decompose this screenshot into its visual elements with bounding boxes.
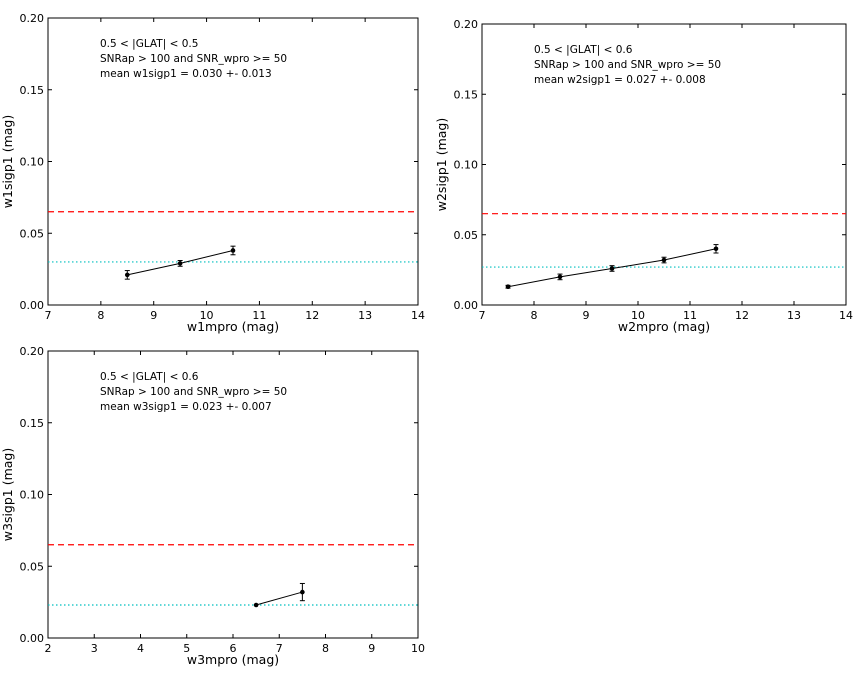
x-tick-label: 5 — [183, 642, 190, 655]
x-tick-label: 11 — [252, 309, 266, 322]
x-tick-label: 4 — [137, 642, 144, 655]
y-tick-label: 0.05 — [20, 560, 45, 573]
y-tick-label: 0.10 — [454, 159, 479, 172]
x-tick-label: 14 — [411, 309, 425, 322]
annotation-line: SNRap > 100 and SNR_wpro >= 50 — [534, 59, 721, 71]
x-tick-label: 10 — [411, 642, 425, 655]
annotation-line: 0.5 < |GLAT| < 0.6 — [100, 371, 199, 383]
annotation-line: mean w2sigp1 = 0.027 +- 0.008 — [534, 74, 706, 86]
y-tick-label: 0.15 — [454, 88, 479, 101]
y-tick-label: 0.20 — [20, 345, 45, 358]
x-tick-label: 13 — [358, 309, 372, 322]
y-axis-label: w1sigp1 (mag) — [0, 115, 15, 208]
chart-panel-1: 7 8 9 10 11 12 13 14 0.00 0.05 0.10 0.15 0.20 w1mpro … — [0, 12, 425, 334]
x-tick-label: 8 — [322, 642, 329, 655]
x-axis-label: w1mpro (mag) — [187, 319, 279, 334]
y-axis-label: w3sigp1 (mag) — [0, 448, 15, 541]
x-tick-label: 8 — [97, 309, 104, 322]
y-tick-label: 0.05 — [20, 227, 45, 240]
data-point — [505, 284, 511, 290]
annotation-line: mean w1sigp1 = 0.030 +- 0.013 — [100, 68, 272, 80]
y-axis-label: w2sigp1 (mag) — [434, 118, 449, 211]
y-tick-label: 0.20 — [454, 18, 479, 31]
x-tick-label: 3 — [91, 642, 98, 655]
annotation-line: mean w3sigp1 = 0.023 +- 0.007 — [100, 401, 272, 413]
y-tick-label: 0.10 — [20, 156, 45, 169]
y-tick-label: 0.20 — [20, 12, 45, 25]
y-tick-label: 0.00 — [20, 299, 45, 312]
y-tick-label: 0.00 — [20, 632, 45, 645]
data-point — [557, 274, 563, 280]
annotation-line: 0.5 < |GLAT| < 0.6 — [534, 44, 633, 56]
x-tick-label: 10 — [200, 309, 214, 322]
annotation-line: SNRap > 100 and SNR_wpro >= 50 — [100, 53, 287, 65]
x-tick-label: 6 — [230, 642, 237, 655]
data-point — [253, 602, 259, 608]
x-tick-label: 7 — [276, 642, 283, 655]
x-axis-label: w3mpro (mag) — [187, 652, 279, 667]
chart-panel-2: 7 8 9 10 11 12 13 14 0.00 0.05 0.10 0.15 0.20 w2mpro … — [434, 18, 853, 334]
x-tick-label: 13 — [787, 309, 801, 322]
data-point — [177, 261, 183, 266]
data-point — [230, 248, 236, 253]
x-tick-label: 9 — [150, 309, 157, 322]
x-tick-label: 12 — [735, 309, 749, 322]
y-tick-label: 0.00 — [454, 299, 479, 312]
x-tick-label: 7 — [45, 309, 52, 322]
x-tick-label: 11 — [683, 309, 697, 322]
x-axis-label: w2mpro (mag) — [618, 319, 710, 334]
series-line — [255, 591, 303, 606]
x-tick-label: 8 — [531, 309, 538, 322]
data-point — [124, 272, 130, 278]
annotation-line: 0.5 < |GLAT| < 0.5 — [100, 38, 198, 50]
y-tick-label: 0.10 — [20, 489, 45, 502]
y-tick-label: 0.15 — [20, 417, 45, 430]
x-tick-label: 7 — [479, 309, 486, 322]
x-tick-label: 9 — [583, 309, 590, 322]
chart-panel-3: 2 3 4 5 6 7 8 9 10 0.00 0.05 0.10 0.15 0.20 w3mpro (ma… — [0, 345, 425, 667]
y-tick-label: 0.05 — [454, 229, 479, 242]
x-tick-label: 2 — [45, 642, 52, 655]
data-point — [661, 257, 667, 263]
x-tick-label: 10 — [631, 309, 645, 322]
x-tick-label: 9 — [368, 642, 375, 655]
data-point — [609, 266, 615, 271]
x-tick-label: 14 — [839, 309, 853, 322]
y-tick-label: 0.15 — [20, 84, 45, 97]
annotation-line: SNRap > 100 and SNR_wpro >= 50 — [100, 386, 287, 398]
x-tick-label: 12 — [305, 309, 319, 322]
data-point — [300, 589, 305, 595]
data-point — [713, 246, 719, 252]
